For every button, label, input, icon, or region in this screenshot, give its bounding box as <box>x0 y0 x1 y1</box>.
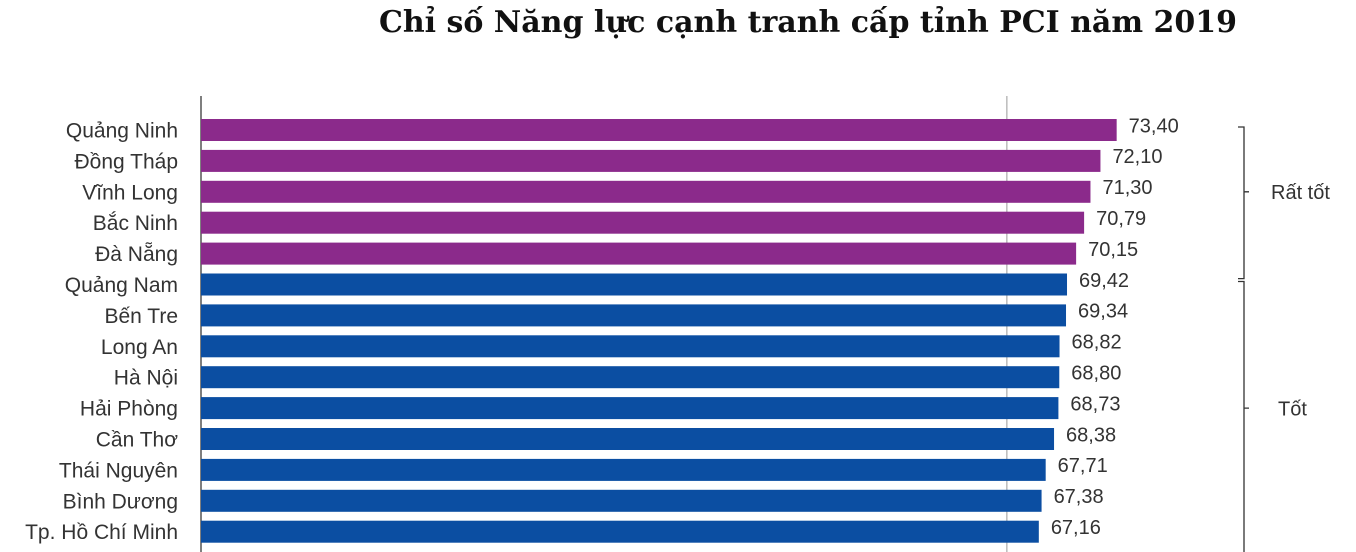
category-label: Long An <box>101 336 178 359</box>
bar <box>201 119 1117 141</box>
category-label: Hải Phòng <box>80 398 178 421</box>
value-label: 68,73 <box>1070 393 1120 415</box>
category-label: Quảng Nam <box>65 274 178 297</box>
group-label: Tốt <box>1278 398 1307 420</box>
bar <box>201 180 1091 203</box>
group-label: Rất tốt <box>1271 182 1330 204</box>
value-label: 71,30 <box>1102 177 1152 199</box>
value-label: 68,38 <box>1066 424 1116 446</box>
value-label: 70,79 <box>1096 208 1146 230</box>
value-label: 68,80 <box>1071 362 1121 384</box>
group-bracket <box>1238 126 1249 280</box>
bar <box>201 149 1101 172</box>
value-label: 67,38 <box>1054 486 1104 508</box>
bar <box>201 520 1039 543</box>
group-bracket <box>1238 280 1249 552</box>
bar <box>201 458 1046 481</box>
value-label: 68,82 <box>1072 332 1122 354</box>
category-label: Tp. Hồ Chí Minh <box>25 521 178 544</box>
value-label: 67,16 <box>1051 517 1101 539</box>
bar <box>201 366 1060 389</box>
category-label: Đồng Tháp <box>74 150 178 173</box>
category-label: Quảng Ninh <box>66 120 178 143</box>
category-label: Đà Nẵng <box>95 243 178 266</box>
value-label: 72,10 <box>1112 146 1162 168</box>
bar <box>201 397 1059 420</box>
category-label: Bắc Ninh <box>93 212 178 235</box>
chart-title: Chỉ số Năng lực cạnh tranh cấp tỉnh PCI … <box>379 5 1237 40</box>
bar <box>201 304 1067 327</box>
value-label: 69,34 <box>1078 301 1128 323</box>
category-label: Cần Thơ <box>96 429 178 452</box>
value-label: 69,42 <box>1079 270 1129 292</box>
value-label: 73,40 <box>1129 115 1179 137</box>
bar <box>201 489 1042 512</box>
category-label: Bến Tre <box>104 305 178 328</box>
bar <box>201 428 1055 450</box>
bar <box>201 242 1077 265</box>
value-label: 70,15 <box>1088 239 1138 261</box>
category-label: Vĩnh Long <box>82 181 178 204</box>
bar <box>201 273 1068 296</box>
category-label: Thái Nguyên <box>59 459 178 482</box>
category-label: Hà Nội <box>114 367 178 390</box>
value-label: 67,71 <box>1058 455 1108 477</box>
bar <box>201 211 1085 234</box>
category-label: Bình Dương <box>63 490 178 513</box>
bar <box>201 335 1060 358</box>
